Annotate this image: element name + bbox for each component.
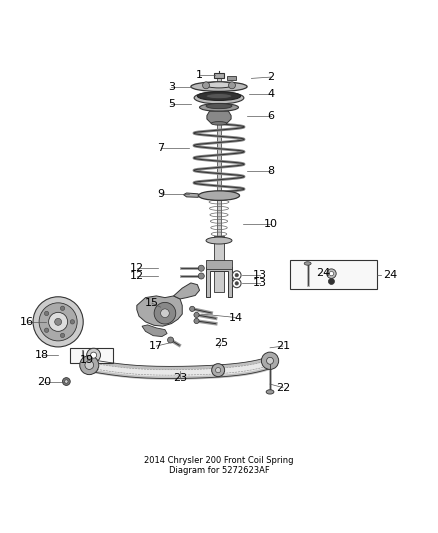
Text: 2: 2 [267,72,275,82]
Circle shape [85,361,94,369]
Text: 17: 17 [149,341,163,351]
Circle shape [215,368,221,373]
Text: 6: 6 [267,111,274,121]
Text: 13: 13 [253,278,267,287]
Bar [290,260,377,289]
Circle shape [202,82,209,89]
Circle shape [161,309,169,318]
Circle shape [63,378,70,385]
Text: 3: 3 [168,82,175,92]
Ellipse shape [198,92,240,100]
Text: 22: 22 [276,383,290,393]
Circle shape [327,269,336,278]
Text: 18: 18 [35,350,49,360]
Circle shape [65,380,68,383]
Text: 9: 9 [157,189,164,199]
Circle shape [70,320,74,324]
Bar [217,78,221,236]
Ellipse shape [198,191,240,200]
Circle shape [33,297,83,347]
Ellipse shape [194,92,244,104]
Ellipse shape [206,103,232,109]
Text: 2014 Chrysler 200 Front Coil Spring
Diagram for 5272623AF: 2014 Chrysler 200 Front Coil Spring Diag… [144,456,294,475]
Text: 21: 21 [276,341,290,351]
Polygon shape [142,325,167,336]
Circle shape [154,302,176,324]
Ellipse shape [304,262,311,265]
Circle shape [198,273,204,279]
Text: 1: 1 [196,70,203,80]
Circle shape [87,348,100,362]
Circle shape [49,312,67,332]
Circle shape [44,328,49,333]
Text: 14: 14 [229,312,244,322]
Circle shape [328,278,335,285]
Polygon shape [173,283,200,299]
Text: 24: 24 [383,270,398,280]
Text: 23: 23 [173,373,187,383]
Text: 12: 12 [130,263,144,273]
Circle shape [235,281,238,285]
Circle shape [55,318,62,325]
Circle shape [198,265,204,271]
Circle shape [229,82,236,89]
Polygon shape [137,296,182,326]
Text: 10: 10 [264,219,278,229]
Text: 16: 16 [20,317,34,327]
Circle shape [235,273,238,277]
Ellipse shape [200,103,238,111]
Circle shape [44,311,49,316]
Circle shape [194,312,199,318]
Circle shape [80,356,99,375]
Circle shape [39,303,77,341]
Text: 12: 12 [130,271,144,281]
Bar [214,236,224,293]
Circle shape [91,352,97,358]
Circle shape [233,279,241,288]
Circle shape [212,364,225,377]
Ellipse shape [205,82,233,88]
Text: 19: 19 [80,355,94,365]
Circle shape [60,306,65,310]
Polygon shape [207,111,231,123]
Circle shape [261,352,279,369]
Ellipse shape [206,237,232,244]
Ellipse shape [211,122,227,125]
Text: 5: 5 [168,99,175,109]
Text: 15: 15 [145,298,159,308]
Ellipse shape [266,390,274,394]
Text: 7: 7 [157,143,164,152]
Text: 13: 13 [253,270,267,280]
Polygon shape [184,193,198,197]
Text: 20: 20 [37,376,51,386]
Bar [70,348,113,362]
Text: 4: 4 [267,90,275,99]
Text: 24: 24 [316,269,330,278]
Ellipse shape [206,93,232,99]
Circle shape [190,306,195,311]
Bar [227,76,236,80]
Circle shape [194,318,199,324]
Circle shape [60,333,65,337]
Text: 8: 8 [267,166,275,176]
Circle shape [267,357,273,364]
Circle shape [233,271,241,279]
Text: 25: 25 [214,338,228,348]
Circle shape [168,337,173,343]
Bar [214,73,224,77]
Bar [205,260,233,269]
Ellipse shape [191,82,247,91]
Circle shape [329,271,334,276]
Polygon shape [205,266,233,297]
